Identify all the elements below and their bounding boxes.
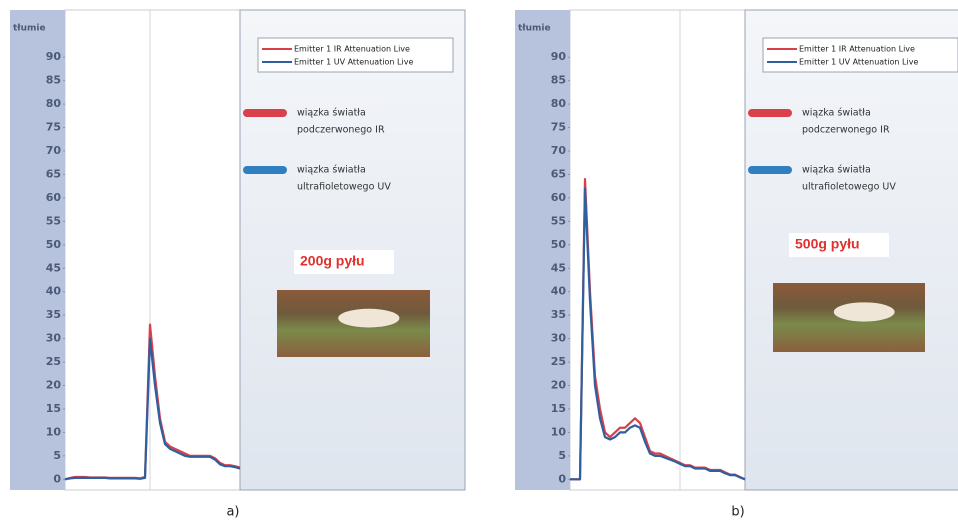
- plot-background: [65, 10, 240, 490]
- y-tick-label: 90: [551, 50, 567, 63]
- y-tick-label: 15: [551, 402, 566, 415]
- annotation-text: ultrafioletowego UV: [297, 182, 391, 193]
- annotation-text: wiązka światła: [802, 108, 871, 119]
- y-tick-label: 25: [551, 355, 566, 368]
- y-tick-label: 45: [551, 261, 566, 274]
- highlight-text: 200g pyłu: [300, 253, 365, 269]
- y-tick-label: 40: [551, 285, 567, 298]
- y-tick-label: 35: [551, 308, 566, 321]
- legend-label: Emitter 1 UV Attenuation Live: [799, 58, 918, 67]
- annotation-text: wiązka światła: [802, 165, 871, 176]
- photo-dust: [834, 302, 895, 321]
- annotation-text: ultrafioletowego UV: [802, 182, 896, 193]
- y-tick-label: 5: [53, 449, 61, 462]
- legend-label: Emitter 1 IR Attenuation Live: [294, 45, 410, 54]
- annotation-text: wiązka światła: [297, 108, 366, 119]
- y-tick-label: 80: [551, 97, 567, 110]
- y-axis-label: tłumie: [518, 24, 551, 34]
- y-tick-label: 55: [46, 214, 61, 227]
- y-tick-label: 30: [46, 332, 62, 345]
- panel-label: a): [226, 505, 239, 520]
- y-tick-label: 35: [46, 308, 61, 321]
- y-tick-label: 10: [46, 425, 62, 438]
- legend-box: [763, 38, 958, 72]
- photo-dust: [338, 309, 399, 328]
- y-tick-label: 15: [46, 402, 61, 415]
- y-tick-label: 0: [53, 472, 61, 485]
- annotation-text: podczerwonego IR: [297, 125, 385, 136]
- y-tick-label: 60: [551, 191, 567, 204]
- highlight-text: 500g pyłu: [795, 236, 860, 252]
- y-tick-label: 65: [551, 167, 566, 180]
- legend-label: Emitter 1 UV Attenuation Live: [294, 58, 413, 67]
- y-tick-label: 85: [551, 74, 566, 87]
- y-tick-label: 80: [46, 97, 62, 110]
- y-tick-label: 75: [551, 121, 566, 134]
- page: tłumie0510152025303540455055606570758085…: [0, 0, 958, 522]
- y-tick-label: 20: [46, 379, 62, 392]
- y-tick-label: 75: [46, 121, 61, 134]
- y-tick-label: 0: [558, 472, 566, 485]
- y-tick-label: 60: [46, 191, 62, 204]
- y-tick-label: 5: [558, 449, 566, 462]
- y-tick-label: 85: [46, 74, 61, 87]
- annotation-text: wiązka światła: [297, 165, 366, 176]
- panel-label: b): [731, 505, 744, 520]
- y-tick-label: 55: [551, 214, 566, 227]
- y-tick-label: 10: [551, 425, 567, 438]
- y-tick-label: 40: [46, 285, 62, 298]
- legend-box: [258, 38, 453, 72]
- annotation-text: podczerwonego IR: [802, 125, 890, 136]
- legend-label: Emitter 1 IR Attenuation Live: [799, 45, 915, 54]
- y-tick-label: 70: [551, 144, 567, 157]
- y-tick-label: 90: [46, 50, 62, 63]
- y-axis-label: tłumie: [13, 24, 46, 34]
- y-tick-label: 30: [551, 332, 567, 345]
- y-tick-label: 50: [46, 238, 62, 251]
- plot-background: [570, 10, 745, 490]
- y-tick-label: 20: [551, 379, 567, 392]
- y-tick-label: 25: [46, 355, 61, 368]
- y-tick-label: 65: [46, 167, 61, 180]
- y-tick-label: 45: [46, 261, 61, 274]
- figure: tłumie0510152025303540455055606570758085…: [0, 0, 958, 522]
- y-tick-label: 70: [46, 144, 62, 157]
- y-tick-label: 50: [551, 238, 567, 251]
